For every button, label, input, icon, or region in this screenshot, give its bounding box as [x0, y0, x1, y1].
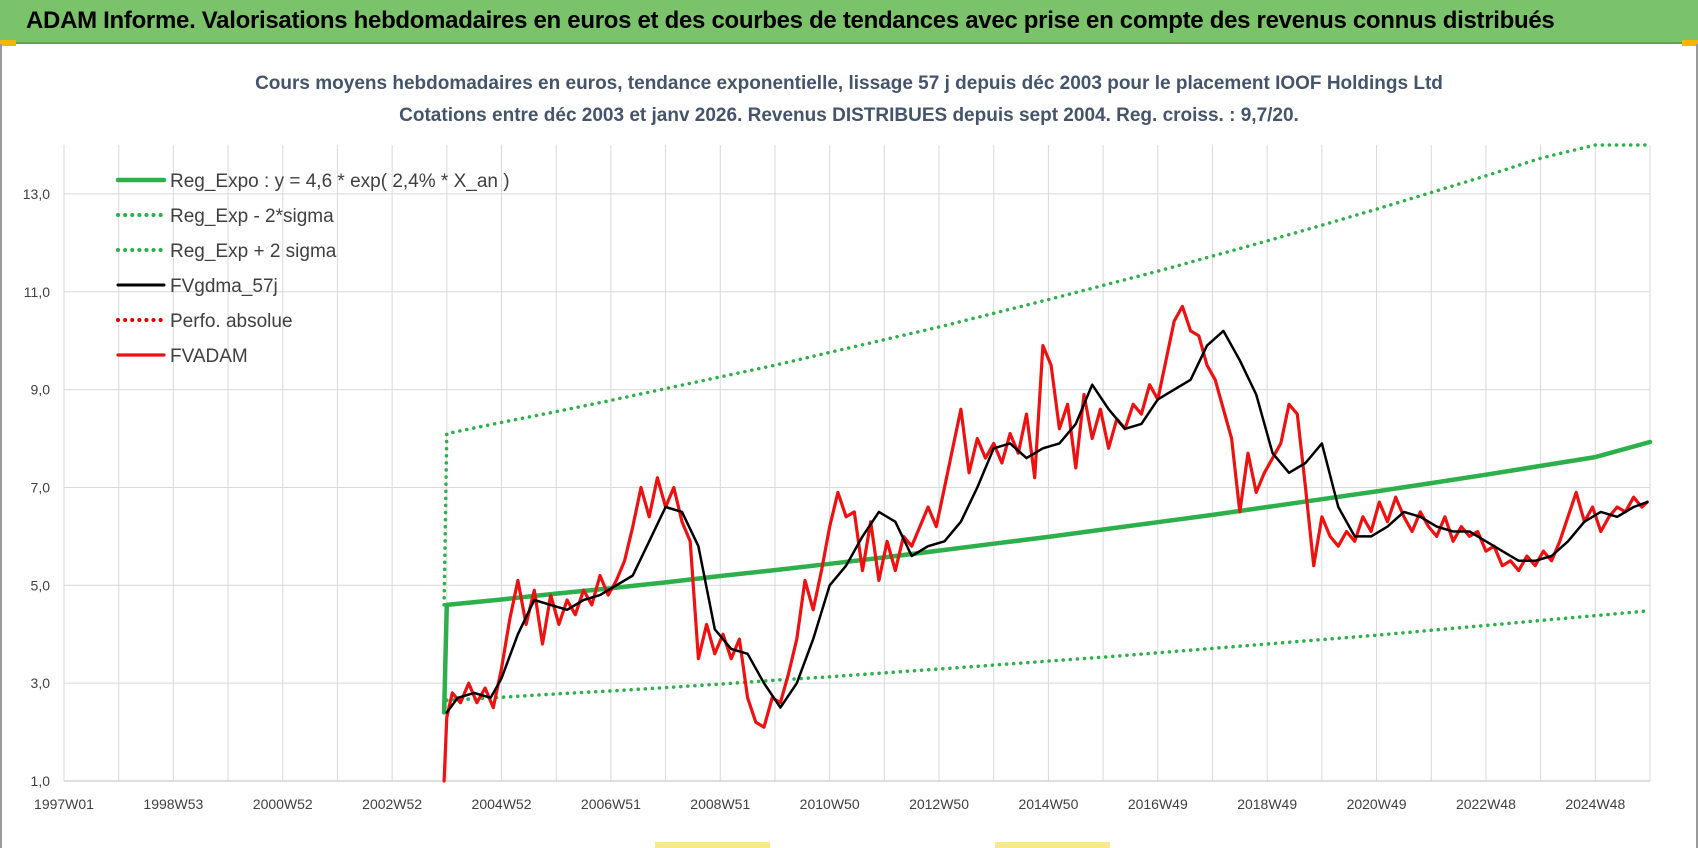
- y-tick-label: 3,0: [31, 675, 51, 691]
- x-tick-label: 2018W49: [1237, 796, 1297, 812]
- legend-label: Reg_Exp + 2 sigma: [170, 241, 337, 262]
- y-tick-label: 1,0: [31, 773, 51, 789]
- x-tick-label: 2004W52: [472, 796, 532, 812]
- y-tick-label: 13,0: [23, 186, 50, 202]
- grid: [63, 145, 1651, 782]
- legend-label: FVgdma_57j: [170, 276, 278, 297]
- x-tick-label: 1997W01: [34, 796, 94, 812]
- series-line-1: [445, 608, 1652, 703]
- x-tick-label: 2008W51: [690, 796, 750, 812]
- y-tick-label: 5,0: [31, 577, 51, 593]
- series-line-3: [445, 329, 1649, 714]
- x-tick-label: 2002W52: [362, 796, 422, 812]
- chart-frame: [0, 44, 1698, 848]
- x-tick-label: 1998W53: [143, 796, 203, 812]
- bottom-strip-1: [655, 842, 770, 848]
- legend-label: Reg_Exp - 2*sigma: [170, 206, 334, 227]
- x-tick-label: 2016W49: [1128, 796, 1188, 812]
- x-tick-label: 2000W52: [253, 796, 313, 812]
- legend-label: Perfo. absolue: [170, 311, 293, 332]
- legend: Reg_Expo : y = 4,6 * exp( 2,4% * X_an ) R…: [115, 171, 510, 367]
- y-tick-label: 7,0: [31, 479, 51, 495]
- corner-marker-right: [1682, 40, 1698, 46]
- x-tick-label: 2012W50: [909, 796, 969, 812]
- corner-marker-left: [0, 40, 16, 46]
- series-lines: [441, 143, 1653, 783]
- x-tick-label: 2006W51: [581, 796, 641, 812]
- legend-label: FVADAM: [170, 346, 248, 367]
- x-tick-label: 2020W49: [1347, 796, 1407, 812]
- x-tick-label: 2014W50: [1018, 796, 1078, 812]
- x-tick-label: 2010W50: [800, 796, 860, 812]
- series-line-5: [442, 304, 1649, 783]
- series-line-2: [442, 143, 1652, 607]
- x-tick-label: 2024W48: [1565, 796, 1625, 812]
- report-header-bar: ADAM Informe. Valorisations hebdomadaire…: [0, 0, 1698, 44]
- legend-label: Reg_Expo : y = 4,6 * exp( 2,4% * X_an ): [170, 171, 510, 192]
- chart-subtitle: Cotations entre déc 2003 et janv 2026. R…: [399, 105, 1299, 126]
- y-tick-label: 11,0: [24, 284, 50, 300]
- axes: 1,0 3,0 5,0 7,0 9,0 11,0 13,0 1997W01 1998W53 200…: [23, 186, 1650, 812]
- bottom-strip-2: [995, 842, 1110, 848]
- series-line-0: [441, 439, 1653, 715]
- chart-title: Cours moyens hebdomadaires en euros, ten…: [255, 73, 1443, 94]
- report-title: ADAM Informe. Valorisations hebdomadaire…: [26, 7, 1555, 34]
- x-tick-label: 2022W48: [1456, 796, 1516, 812]
- y-tick-label: 9,0: [31, 382, 51, 398]
